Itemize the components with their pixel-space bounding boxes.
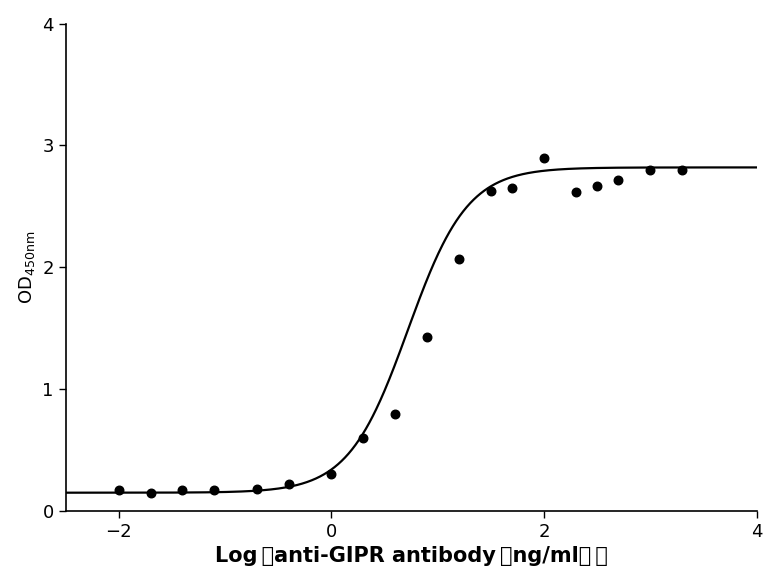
Point [251,484,263,494]
Point [569,187,582,196]
Point [644,165,657,174]
Point [389,409,401,418]
Point [453,254,465,264]
Point [325,470,337,479]
Point [144,488,157,497]
Point [538,153,550,162]
Point [208,486,220,495]
Point [591,181,604,191]
Point [283,479,295,489]
X-axis label: Log （anti-GIPR antibody （ng/ml） ）: Log （anti-GIPR antibody （ng/ml） ） [215,546,608,566]
Point [676,165,689,174]
Point [421,332,433,342]
Point [176,486,189,495]
Point [112,486,125,495]
Point [357,433,369,442]
Point [506,184,518,193]
Point [485,186,497,195]
Point [612,175,625,184]
Y-axis label: OD$_{450\mathregular{nm}}$: OD$_{450\mathregular{nm}}$ [16,231,37,304]
